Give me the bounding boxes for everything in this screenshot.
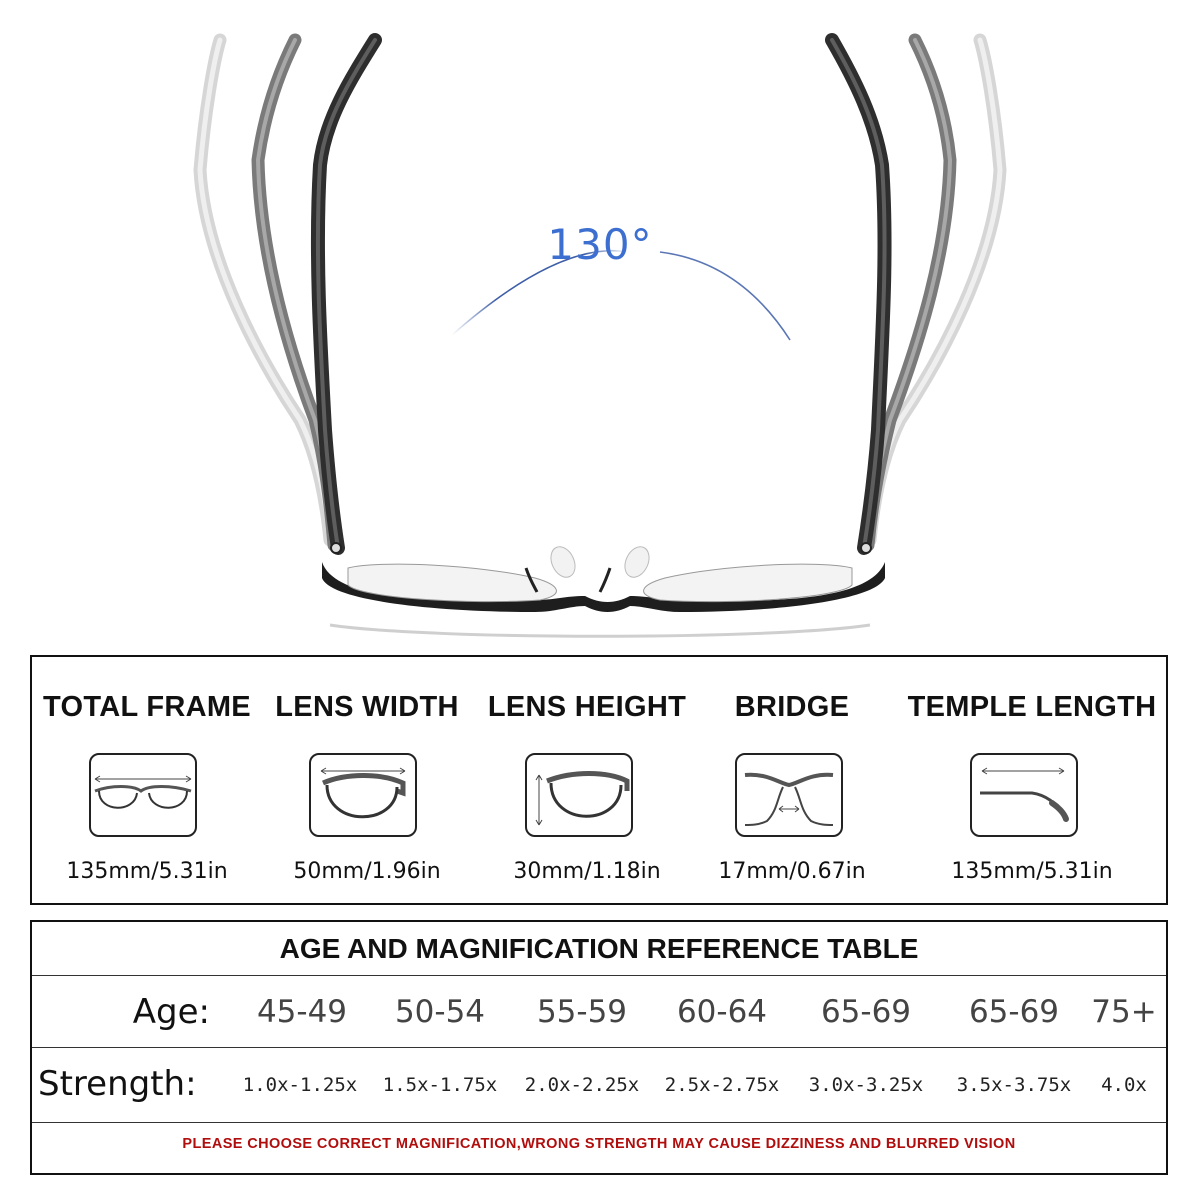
strength-row-label: Strength:: [38, 1064, 197, 1104]
age-cell: 75+: [1091, 994, 1157, 1030]
age-cell: 65-69: [968, 994, 1060, 1030]
dimension-value: 50mm/1.96in: [293, 859, 441, 884]
dimension-title: TEMPLE LENGTH: [907, 691, 1157, 723]
lens-height-icon: [525, 753, 633, 837]
dimension-temple-length: TEMPLE LENGTH 135mm/5.31in: [902, 657, 1162, 903]
strength-cell: 2.0x-2.25x: [524, 1074, 640, 1096]
magnification-warning: PLEASE CHOOSE CORRECT MAGNIFICATION,WRON…: [182, 1136, 1016, 1152]
dimension-value: 135mm/5.31in: [66, 859, 228, 884]
total-frame-icon: [89, 753, 197, 837]
age-cell: 65-69: [820, 994, 912, 1030]
age-magnification-table: AGE AND MAGNIFICATION REFERENCE TABLE Ag…: [30, 920, 1168, 1175]
strength-cell: 3.0x-3.25x: [808, 1074, 924, 1096]
temple-length-icon: [970, 753, 1078, 837]
frame-dimensions-panel: TOTAL FRAME 135mm/5.31in LENS WIDTH 50mm…: [30, 655, 1168, 905]
dimension-lens-height: LENS HEIGHT 30mm/1.18in: [477, 657, 697, 903]
opening-angle-label: 130°: [547, 220, 653, 269]
divider: [32, 975, 1166, 976]
strength-cell: 4.0x: [1101, 1074, 1147, 1096]
dimension-value: 30mm/1.18in: [513, 859, 661, 884]
dimension-title: BRIDGE: [734, 691, 850, 723]
age-row-label: Age:: [132, 992, 210, 1032]
strength-cell: 1.0x-1.25x: [242, 1074, 358, 1096]
dimension-title: LENS HEIGHT: [487, 691, 687, 723]
age-cell: 60-64: [676, 994, 768, 1030]
glasses-illustration: [193, 33, 1007, 638]
dimension-value: 17mm/0.67in: [718, 859, 866, 884]
dimension-title: TOTAL FRAME: [43, 691, 251, 723]
dimension-total-frame: TOTAL FRAME 135mm/5.31in: [37, 657, 257, 903]
strength-cell: 1.5x-1.75x: [382, 1074, 498, 1096]
divider: [32, 1122, 1166, 1123]
dimension-lens-width: LENS WIDTH 50mm/1.96in: [257, 657, 477, 903]
dimension-bridge: BRIDGE 17mm/0.67in: [697, 657, 887, 903]
dimension-title: LENS WIDTH: [275, 691, 459, 723]
strength-cell: 3.5x-3.75x: [956, 1074, 1072, 1096]
table-title: AGE AND MAGNIFICATION REFERENCE TABLE: [279, 933, 919, 964]
strength-cell: 2.5x-2.75x: [664, 1074, 780, 1096]
dimension-value: 135mm/5.31in: [951, 859, 1113, 884]
age-cell: 45-49: [256, 994, 348, 1030]
divider: [32, 1047, 1166, 1048]
bridge-icon: [735, 753, 843, 837]
lens-width-icon: [309, 753, 417, 837]
age-cell: 50-54: [394, 994, 486, 1030]
age-cell: 55-59: [536, 994, 628, 1030]
glasses-product-image: 130°: [193, 33, 1007, 638]
